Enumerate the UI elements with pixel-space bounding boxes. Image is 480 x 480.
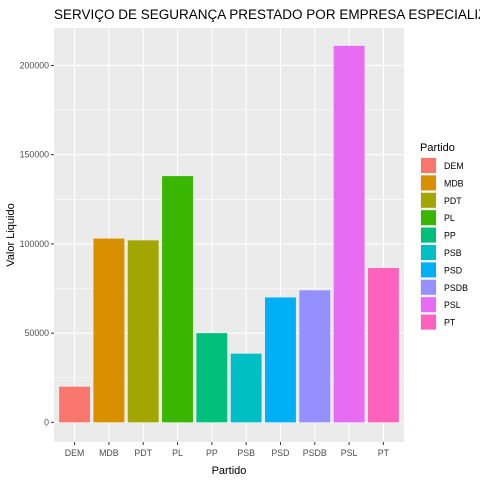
legend-swatch-dem — [421, 158, 436, 173]
x-tick-label: PP — [206, 448, 218, 458]
y-tick-label: 50000 — [25, 328, 50, 338]
legend-title: Partido — [420, 142, 455, 154]
x-axis-title: Partido — [212, 465, 247, 477]
legend-swatch-pp — [421, 227, 436, 243]
bar-psl — [333, 45, 365, 423]
bar-pdt — [127, 240, 159, 423]
legend-label: PP — [444, 231, 456, 241]
legend-label: PDT — [444, 196, 462, 206]
bar-psd — [265, 297, 296, 423]
y-axis-title: Valor Liquido — [5, 203, 17, 266]
x-axis: DEM MDB PDT PL PP PSB PSD PSDB PSL PT — [65, 442, 390, 458]
x-tick-label: PSDB — [303, 448, 327, 458]
legend-label: DEM — [444, 161, 464, 171]
y-tick-label: 0 — [44, 417, 49, 427]
bar-dem — [59, 386, 91, 423]
legend-swatch-psb — [421, 245, 436, 260]
legend-swatch-psd — [421, 262, 436, 278]
x-tick-label: DEM — [65, 448, 85, 458]
x-tick-label: PL — [172, 448, 183, 458]
legend-items: DEM MDB PDT PL PP PSB PSD PSDB PSL PT — [420, 157, 468, 331]
legend-label: PSL — [444, 300, 461, 310]
legend-label: PSDB — [444, 283, 468, 293]
bar-pl — [162, 176, 193, 423]
legend-swatch-pl — [421, 210, 436, 226]
x-tick-label: PT — [378, 448, 390, 458]
bar-pt — [367, 268, 399, 423]
x-tick-label: MDB — [99, 448, 119, 458]
legend-swatch-pt — [421, 314, 436, 330]
bar-mdb — [93, 238, 125, 423]
bar-psdb — [299, 290, 331, 423]
legend: Partido DEM MDB PDT PL PP PSB PSD PSDB PSL PT — [420, 142, 468, 331]
x-tick-label: PDT — [134, 448, 152, 458]
legend-swatch-pdt — [421, 192, 436, 208]
x-tick-label: PSL — [341, 448, 358, 458]
y-axis: 0 50000 100000 150000 200000 — [20, 60, 54, 427]
y-tick-label: 200000 — [20, 60, 49, 70]
legend-label: PT — [444, 318, 456, 328]
legend-label: PSD — [444, 265, 462, 275]
x-tick-label: PSB — [237, 448, 255, 458]
y-tick-label: 150000 — [20, 150, 49, 160]
legend-swatch-psl — [421, 297, 436, 313]
legend-swatch-psdb — [421, 279, 436, 295]
y-tick-label: 100000 — [20, 239, 49, 249]
x-tick-label: PSD — [271, 448, 289, 458]
legend-swatch-mdb — [421, 175, 436, 191]
bar-pp — [196, 333, 228, 423]
legend-label: PSB — [444, 248, 462, 258]
chart-title: SERVIÇO DE SEGURANÇA PRESTADO POR EMPRES… — [54, 7, 480, 22]
bars — [59, 45, 399, 423]
bar-psb — [230, 353, 262, 423]
legend-label: MDB — [444, 178, 464, 188]
legend-label: PL — [444, 213, 455, 223]
